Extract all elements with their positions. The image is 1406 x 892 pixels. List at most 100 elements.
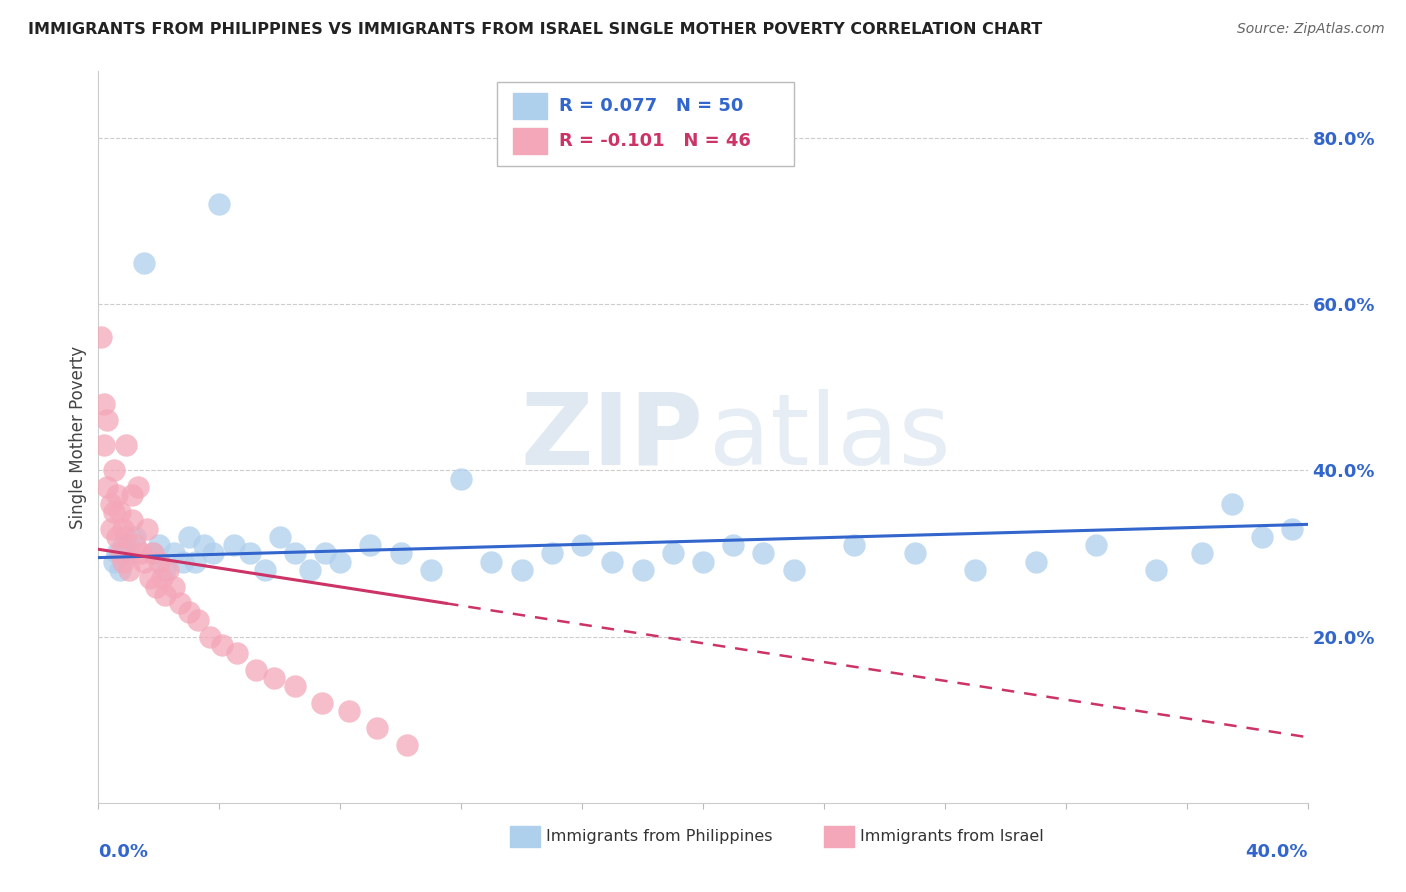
Point (269, 530, 291, 544)
Point (366, 721, 388, 735)
Point (111, 521, 134, 535)
Point (284, 680, 307, 694)
Point (148, 538, 170, 552)
Point (124, 538, 146, 552)
Point (118, 563, 141, 577)
Bar (513, 128, 547, 154)
Point (311, 696, 333, 710)
Point (163, 546, 186, 560)
Point (103, 555, 125, 569)
Point (93, 397, 115, 411)
Point (132, 255, 155, 269)
Point (245, 663, 267, 677)
Point (723, 538, 745, 552)
Point (314, 546, 336, 560)
Point (156, 563, 179, 577)
Point (135, 521, 157, 535)
Point (1251, 530, 1274, 544)
Point (540, 546, 562, 560)
Point (1024, 555, 1046, 569)
Point (783, 563, 806, 577)
Point (329, 555, 352, 569)
Point (1085, 538, 1108, 552)
Point (103, 463, 125, 477)
Point (263, 671, 285, 685)
Point (150, 571, 173, 585)
Point (284, 546, 307, 560)
Point (121, 488, 143, 502)
Point (239, 546, 262, 560)
Bar (513, 94, 547, 119)
Point (96, 413, 118, 427)
Point (571, 538, 593, 552)
Text: 0.0%: 0.0% (98, 843, 149, 861)
Point (96, 480, 118, 494)
Point (111, 555, 134, 569)
Text: R = -0.101   N = 46: R = -0.101 N = 46 (560, 132, 751, 150)
Point (90, 330, 112, 344)
Point (108, 546, 131, 560)
Point (299, 563, 322, 577)
Point (202, 546, 225, 560)
Point (193, 538, 215, 552)
Point (139, 571, 162, 585)
Point (145, 580, 167, 594)
Point (395, 738, 418, 752)
Text: IMMIGRANTS FROM PHILIPPINES VS IMMIGRANTS FROM ISRAEL SINGLE MOTHER POVERTY CORR: IMMIGRANTS FROM PHILIPPINES VS IMMIGRANT… (28, 22, 1042, 37)
Text: Immigrants from Philippines: Immigrants from Philippines (546, 829, 772, 844)
Point (253, 563, 276, 577)
Point (631, 563, 654, 577)
Point (118, 546, 141, 560)
Point (224, 538, 246, 552)
Text: R = 0.077   N = 50: R = 0.077 N = 50 (560, 97, 744, 115)
Text: atlas: atlas (709, 389, 950, 485)
Text: 40.0%: 40.0% (1246, 843, 1308, 861)
Point (108, 563, 131, 577)
Point (93, 438, 115, 452)
Y-axis label: Single Mother Poverty: Single Mother Poverty (69, 345, 87, 529)
Point (187, 613, 209, 627)
Point (121, 513, 143, 527)
Point (132, 555, 155, 569)
Point (200, 630, 222, 644)
Point (100, 497, 122, 511)
Point (108, 505, 131, 519)
Point (1220, 497, 1243, 511)
Text: Source: ZipAtlas.com: Source: ZipAtlas.com (1237, 22, 1385, 37)
FancyBboxPatch shape (498, 82, 793, 167)
Point (142, 546, 165, 560)
Point (179, 530, 201, 544)
Point (1281, 521, 1303, 535)
Point (602, 555, 624, 569)
Bar (824, 826, 855, 847)
Point (337, 705, 360, 719)
Bar (509, 826, 540, 847)
Point (105, 546, 128, 560)
Point (360, 538, 382, 552)
Point (420, 563, 443, 577)
Point (226, 646, 249, 660)
Point (184, 555, 207, 569)
Point (1191, 546, 1213, 560)
Point (148, 555, 170, 569)
Point (103, 505, 125, 519)
Point (111, 538, 134, 552)
Point (153, 588, 176, 602)
Point (692, 555, 714, 569)
Point (129, 546, 152, 560)
Point (114, 530, 136, 544)
Point (211, 638, 233, 652)
Point (172, 555, 194, 569)
Point (105, 488, 128, 502)
Point (481, 555, 503, 569)
Text: Immigrants from Israel: Immigrants from Israel (860, 829, 1043, 844)
Point (510, 563, 533, 577)
Point (752, 546, 775, 560)
Point (844, 538, 866, 552)
Point (904, 546, 927, 560)
Point (169, 596, 191, 610)
Point (661, 546, 683, 560)
Point (153, 563, 176, 577)
Text: ZIP: ZIP (520, 389, 703, 485)
Point (127, 480, 149, 494)
